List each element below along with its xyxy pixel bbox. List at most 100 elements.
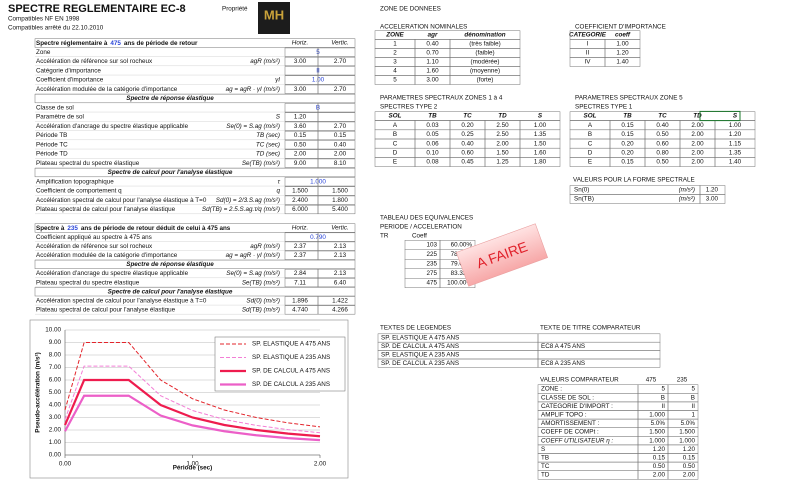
table-cell: 2 — [393, 50, 397, 57]
table-cell: 0.45 — [461, 159, 474, 166]
block-header: Spectre à 235 ans de période de retour déd… — [36, 225, 231, 232]
cell-border — [317, 56, 356, 67]
table-cell: I — [587, 41, 589, 48]
table-cell: 1.80 — [534, 159, 547, 166]
table-cell: B — [393, 131, 397, 138]
table-cell: 0.10 — [426, 149, 439, 156]
table-cell: 1.60 — [534, 149, 547, 156]
formula: Se(0) = S.ag (m/s²) — [226, 270, 280, 277]
cell-border — [284, 47, 319, 57]
horizontal-value: 0.15 — [294, 132, 307, 139]
table-cell: AMORTISSEMENT : — [541, 420, 599, 427]
cell-border — [317, 84, 356, 94]
y-tick-label: 9.00 — [49, 339, 62, 346]
section-title: Spectre de calcul pour l'analyse élastiq… — [108, 288, 233, 295]
table-cell: 1.000 — [649, 411, 665, 418]
table-cell: 0.50 — [656, 131, 669, 138]
table-cell: II — [692, 403, 696, 410]
table-header: ZONE — [385, 32, 404, 39]
row-label: Période TB — [36, 132, 67, 139]
cell-border — [317, 186, 356, 196]
table-cell: II — [662, 403, 666, 410]
table-cell: 1.20 — [683, 446, 696, 453]
horizontal-value: 2.84 — [294, 270, 307, 277]
formula: TC (sec) — [256, 141, 280, 148]
table-subtitle: SPECTRES TYPE 1 — [575, 104, 633, 111]
table-cell: AMPLIF TOPO : — [541, 411, 587, 418]
horizontal-value: 3.00 — [294, 86, 307, 93]
table-cell: 1.25 — [496, 159, 509, 166]
table-cell: 5 — [393, 77, 397, 84]
subtitle: Compatibles arrêté du 22.10.2010 — [8, 25, 104, 32]
table-cell: 0.50 — [683, 463, 696, 470]
cell-border — [317, 103, 356, 113]
table-cell: COEFF UTILISATEUR η : — [541, 437, 613, 444]
table-cell: 2.50 — [496, 122, 509, 129]
table-cell: 0.06 — [426, 140, 439, 147]
table-cell: 1.40 — [729, 159, 742, 166]
row-label: Accélération spectral de calcul pour l'a… — [36, 197, 207, 204]
table-cell: 2.00 — [691, 131, 704, 138]
cell-border — [317, 296, 356, 306]
vertical-value: 0.40 — [334, 141, 347, 148]
table-cell: 1.35 — [729, 149, 742, 156]
table-header: coeff — [615, 32, 631, 39]
table-header: S — [538, 113, 543, 120]
table-cell: SP. DE CALCUL A 235 ANS — [381, 360, 459, 367]
table-cell: 275 — [426, 270, 437, 277]
table-cell: 1.20 — [729, 131, 742, 138]
table-cell: SP. DE CALCUL A 475 ANS — [381, 343, 459, 350]
table-cell: COEFF DE COMPt : — [541, 429, 599, 436]
table-cell: 0.15 — [653, 454, 666, 461]
table-cell: 0.50 — [656, 159, 669, 166]
table-cell: (moyenne) — [470, 68, 500, 75]
table-header: 475 — [646, 377, 657, 384]
table-cell: E — [588, 159, 592, 166]
table-cell: C — [393, 140, 398, 147]
horizontal-value: 3.00 — [294, 58, 307, 65]
table-cell: 5.0% — [681, 420, 696, 427]
table-header: TC — [463, 113, 472, 120]
row-label: Période TD — [36, 151, 68, 158]
table-cell: 1.000 — [679, 437, 695, 444]
table-cell: 60.00% — [451, 242, 473, 249]
cell-border — [537, 333, 661, 343]
block-header: Spectre réglementaire à 475 ans de période… — [36, 40, 198, 47]
y-tick-label: 6.00 — [49, 377, 62, 384]
table-cell: TD — [541, 472, 550, 479]
horizontal-value: 2.00 — [294, 151, 307, 158]
vertical-value: 2.13 — [334, 252, 347, 259]
selected-cell — [699, 110, 741, 122]
table-cell: 1.000 — [649, 437, 665, 444]
row-label: Accélération modulée de la catégorie d'i… — [36, 86, 178, 93]
cell-border — [317, 204, 356, 215]
table-cell: 1.500 — [679, 429, 695, 436]
table-cell: EC8 A 475 ANS — [541, 343, 585, 350]
cell-border — [317, 47, 356, 57]
table-cell: (m/s²) — [679, 187, 695, 194]
cell-border — [317, 140, 356, 150]
table-cell: ZONE : — [541, 386, 562, 393]
table-title: VALEURS POUR LA FORME SPECTRALE — [573, 177, 695, 184]
row-label: Classe de sol — [36, 104, 74, 111]
table-cell: 1.40 — [616, 59, 629, 66]
row-label: Accélération d'ancrage du spectre élasti… — [36, 270, 189, 277]
table-title: TEXTE DE TITRE COMPARATEUR — [540, 325, 641, 332]
cell-border — [317, 158, 356, 168]
horizontal-value: 6.000 — [292, 206, 308, 213]
table-cell: 2.00 — [691, 122, 704, 129]
formula: Sd(TB) (m/s²) — [242, 307, 280, 314]
cell-border — [317, 130, 356, 141]
x-tick-label: 1.00 — [186, 461, 199, 468]
table-cell: 1 — [691, 411, 695, 418]
cell-border — [284, 66, 319, 76]
table-cell: (très faible) — [469, 41, 501, 48]
row-label: Coefficient d'importance — [36, 77, 104, 84]
cell-border — [537, 358, 661, 368]
row-label: Accélération spectral de calcul pour l'a… — [36, 297, 207, 304]
formula: agR (m/s²) — [250, 243, 280, 250]
table-header: CATEGORIE — [569, 32, 607, 39]
formula: Se(0) = S.ag (m/s²) — [226, 123, 280, 130]
horizontal-value: 9.00 — [294, 160, 307, 167]
table-cell: EC8 A 235 ANS — [541, 360, 585, 367]
